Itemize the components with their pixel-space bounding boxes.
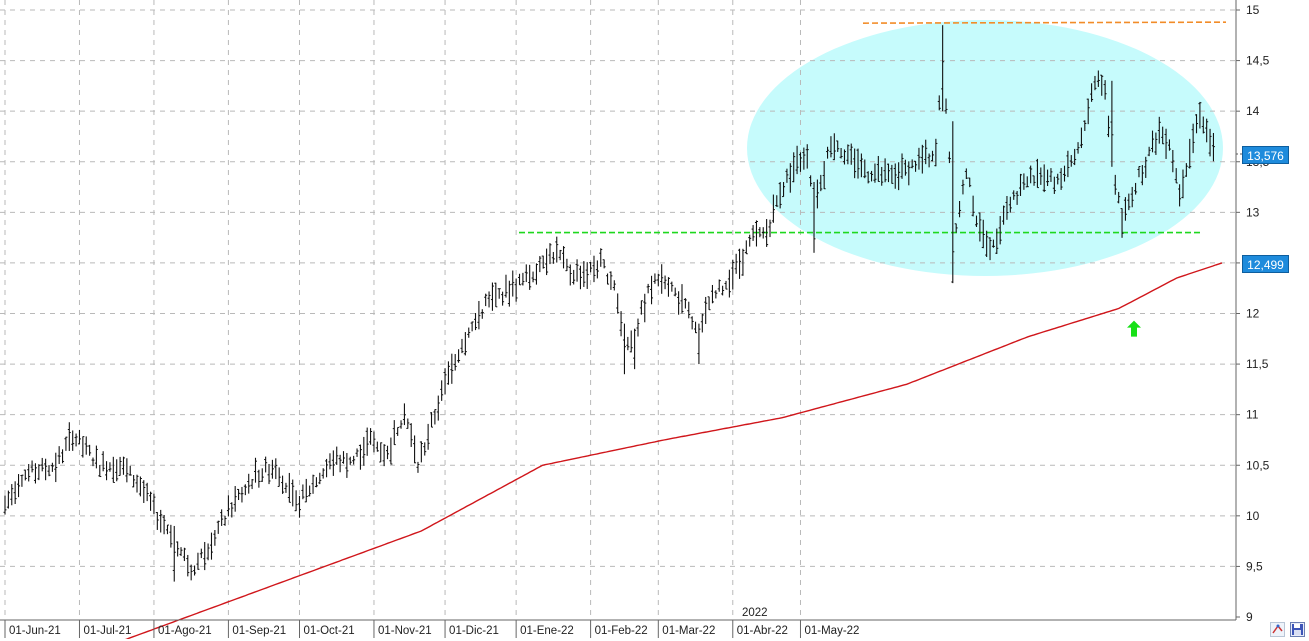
y-tick-label: 10,5 <box>1246 458 1270 472</box>
moving-average-line <box>125 262 1223 639</box>
x-tick-label: 01-Ene-22 <box>520 625 574 637</box>
resistance-line <box>862 21 1227 24</box>
y-tick-label: 14,5 <box>1246 54 1270 68</box>
y-tick-label: 10 <box>1246 509 1260 523</box>
horizontal-levels <box>519 21 1227 234</box>
sma-value-tag: 12,499 <box>1242 255 1289 273</box>
y-tick-label: 11 <box>1246 408 1259 422</box>
year-marker: 2022 <box>742 607 768 619</box>
price-bars <box>3 25 1215 582</box>
grid-lines <box>0 0 1236 620</box>
y-tick-label: 15 <box>1246 3 1260 17</box>
y-tick-label: 14 <box>1246 104 1260 118</box>
sma-line <box>125 262 1223 639</box>
y-tick-label: 11,5 <box>1246 357 1269 371</box>
settings-tool-icon[interactable] <box>1270 622 1285 637</box>
x-tick-label: 01-Jul-21 <box>83 625 131 637</box>
x-tick-label: 01-Mar-22 <box>662 625 715 637</box>
x-tick-label: 01-May-22 <box>804 625 859 637</box>
x-tick-label: 01-Oct-21 <box>303 625 354 637</box>
y-tick-label: 9,5 <box>1246 559 1263 573</box>
chart-markers <box>1127 153 1242 337</box>
x-tick-label: 01-Jun-21 <box>9 625 61 637</box>
save-icon[interactable] <box>1290 622 1305 637</box>
x-tick-label: 01-Sep-21 <box>232 625 286 637</box>
y-tick-label: 9 <box>1246 610 1253 624</box>
x-axis-ticks: 01-Jun-21 01-Jul-21 01-Ago-21 01-Sep-21 01-O… <box>4 620 859 638</box>
x-tick-label: 01-Nov-21 <box>378 625 432 637</box>
x-tick-label: 01-Ago-21 <box>158 625 212 637</box>
x-tick-label: 01-Dic-21 <box>449 625 499 637</box>
x-tick-label: 01-Abr-22 <box>737 625 788 637</box>
x-tick-label: 01-Feb-22 <box>595 625 648 637</box>
last-price-tag: 13,576 <box>1242 146 1289 164</box>
y-tick-label: 12 <box>1246 307 1260 321</box>
y-tick-label: 13 <box>1246 205 1260 219</box>
up-arrow-icon <box>1127 320 1141 337</box>
